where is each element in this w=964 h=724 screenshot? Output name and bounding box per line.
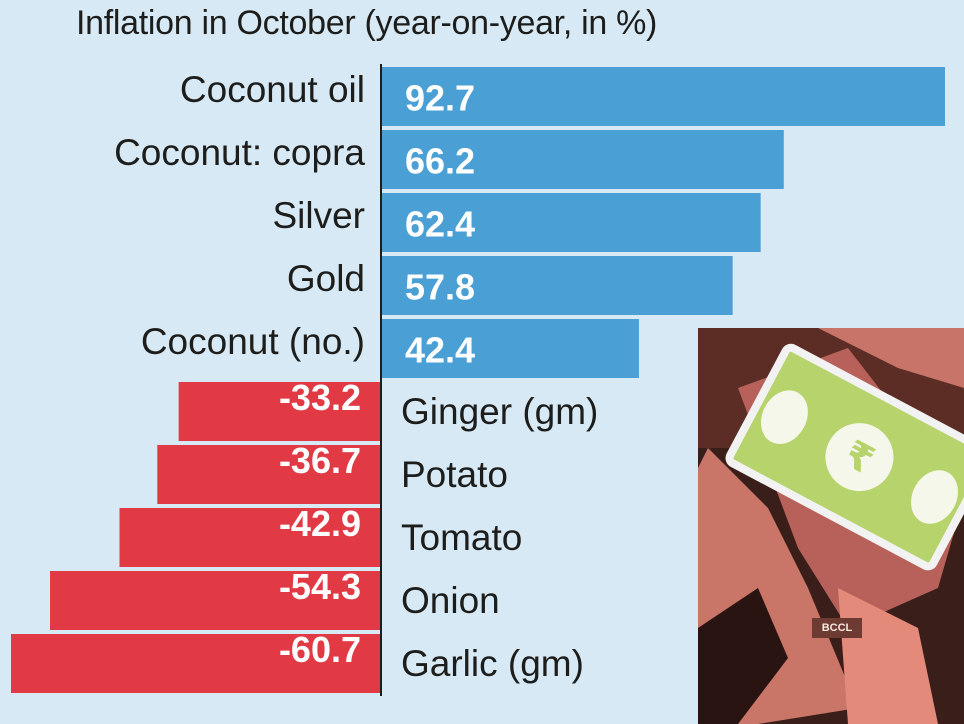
- banknote-illustration-icon: ₹: [698, 328, 964, 724]
- category-label: Tomato: [401, 517, 522, 558]
- bar-negative: [157, 445, 381, 504]
- bar-value-label: -33.2: [279, 377, 361, 418]
- category-label: Potato: [401, 454, 508, 495]
- bar-value-label: 57.8: [405, 267, 475, 308]
- bar-value-label: 62.4: [405, 204, 475, 245]
- bar-value-label: 92.7: [405, 78, 475, 119]
- bar-value-label: -42.9: [279, 503, 361, 544]
- bar-negative: [178, 382, 381, 441]
- bar-positive: [381, 130, 784, 189]
- category-label: Garlic (gm): [401, 643, 584, 684]
- bar-value-label: 66.2: [405, 141, 475, 182]
- category-label: Silver: [272, 195, 365, 236]
- bar-negative: [119, 508, 381, 567]
- category-label: Onion: [401, 580, 500, 621]
- category-label: Gold: [287, 258, 365, 299]
- bar-positive: [381, 67, 945, 126]
- credit-badge: BCCL: [812, 618, 862, 638]
- bar-value-label: -36.7: [279, 440, 361, 481]
- bar-negative: [50, 571, 381, 630]
- bar-negative: [11, 634, 381, 693]
- category-label: Coconut oil: [180, 69, 365, 110]
- bar-value-label: -60.7: [279, 629, 361, 670]
- chart-title: Inflation in October (year-on-year, in %…: [76, 4, 658, 42]
- bar-positive: [381, 193, 761, 252]
- bar-value-label: 42.4: [405, 330, 475, 371]
- bar-positive: [381, 319, 639, 378]
- bar-positive: [381, 256, 733, 315]
- bar-value-label: -54.3: [279, 566, 361, 607]
- category-label: Coconut: copra: [114, 132, 365, 173]
- category-label: Coconut (no.): [141, 321, 365, 362]
- category-label: Ginger (gm): [401, 391, 598, 432]
